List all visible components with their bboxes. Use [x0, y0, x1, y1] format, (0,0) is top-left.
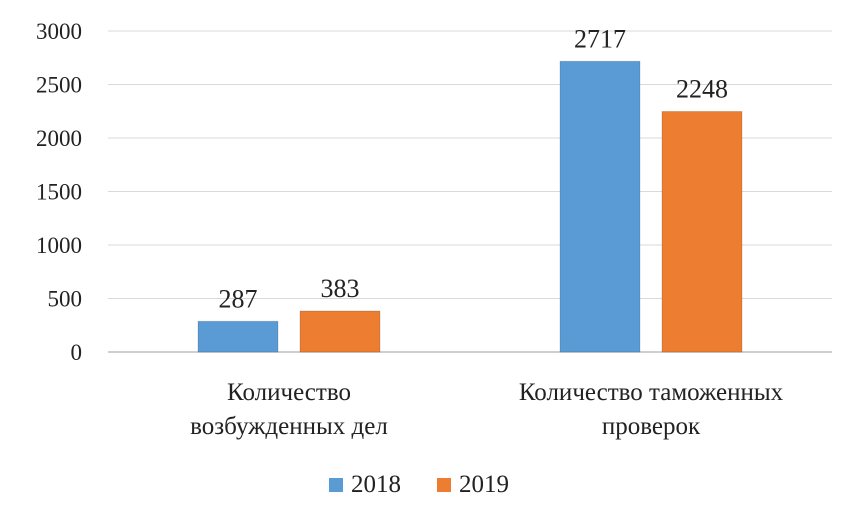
y-tick-label: 0 [71, 340, 83, 365]
data-labels: 287 383 2717 2248 [219, 24, 729, 313]
y-tick-label: 1500 [36, 180, 82, 205]
category-label: Количество таможенных [519, 379, 784, 406]
data-label: 2717 [574, 24, 626, 53]
y-tick-label: 1000 [36, 233, 82, 258]
bar-2018-0 [197, 320, 279, 353]
y-tick-label: 2500 [36, 73, 82, 98]
bar-2019-0 [299, 310, 381, 353]
legend-label: 2018 [351, 471, 401, 498]
bar-2018-1 [559, 60, 641, 353]
data-label: 2248 [676, 74, 728, 103]
category-label: Количество [227, 379, 351, 406]
legend: 2018 2019 [329, 471, 509, 498]
legend-swatch-2018 [329, 478, 343, 492]
category-label: проверок [602, 413, 701, 440]
category-label: возбужденных дел [190, 413, 388, 440]
data-label: 287 [219, 284, 258, 313]
bars [197, 60, 743, 353]
y-tick-label: 2000 [36, 126, 82, 151]
y-tick-label: 3000 [36, 19, 82, 44]
y-axis-ticks: 0 500 1000 1500 2000 2500 3000 [36, 19, 82, 365]
bar-2019-1 [661, 110, 743, 353]
x-axis-categories: Количество возбужденных дел Количество там… [190, 379, 783, 440]
y-tick-label: 500 [48, 287, 83, 312]
data-label: 383 [321, 274, 360, 303]
legend-swatch-2019 [437, 478, 451, 492]
legend-label: 2019 [459, 471, 509, 498]
